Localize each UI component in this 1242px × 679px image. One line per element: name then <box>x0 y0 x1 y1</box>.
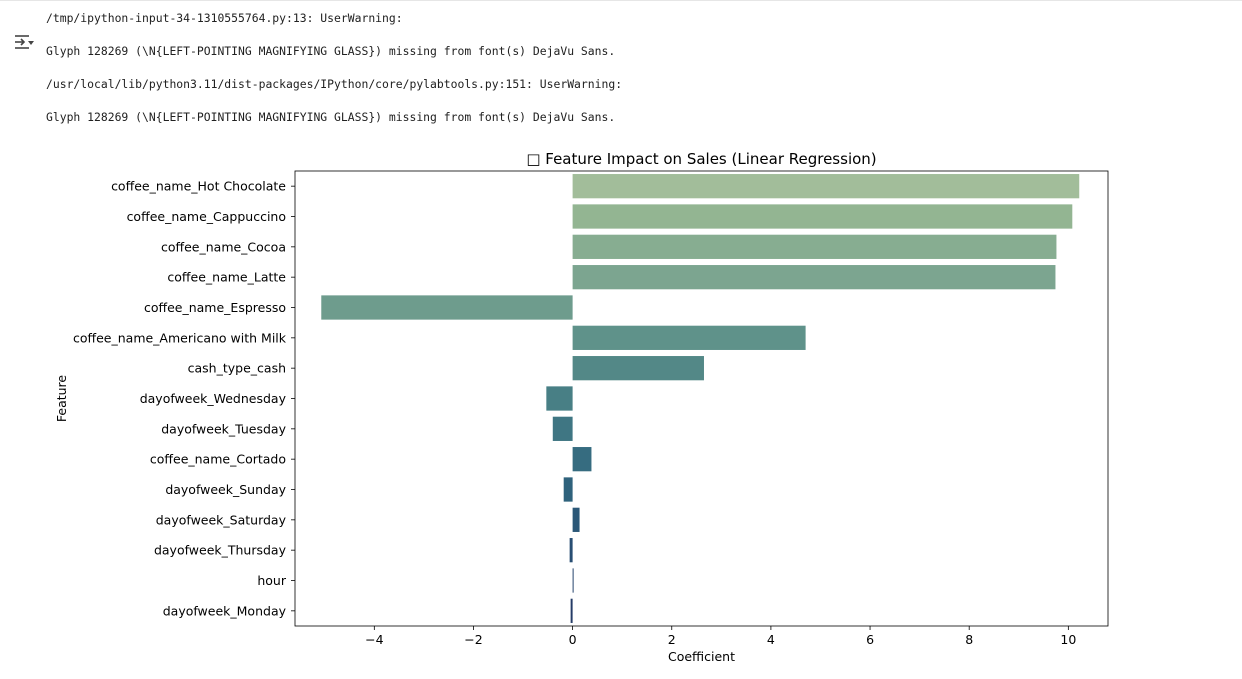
x-tick-label: 0 <box>569 632 577 647</box>
output-menu-icon <box>15 35 34 49</box>
x-tick-label: 2 <box>668 632 676 647</box>
bar <box>569 538 573 563</box>
y-tick-label: hour <box>257 573 286 588</box>
y-tick-label: dayofweek_Monday <box>163 603 287 618</box>
bar <box>572 568 574 593</box>
y-tick-label: coffee_name_Americano with Milk <box>73 330 287 345</box>
output-menu-button[interactable] <box>12 32 36 54</box>
warning-line: Glyph 128269 (\N{LEFT-POINTING MAGNIFYIN… <box>46 44 616 58</box>
y-tick-label: coffee_name_Espresso <box>144 300 286 315</box>
x-tick-label: 4 <box>767 632 775 647</box>
bar <box>570 598 573 623</box>
y-tick-label: coffee_name_Cocoa <box>161 239 286 254</box>
bar <box>572 265 1056 290</box>
stderr-output: /tmp/ipython-input-34-1310555764.py:13: … <box>46 11 622 143</box>
bar <box>572 325 806 350</box>
x-axis-label: Coefficient <box>668 649 735 664</box>
y-axis-label: Feature <box>54 375 69 423</box>
x-tick-label: 6 <box>866 632 874 647</box>
y-tick-label: dayofweek_Saturday <box>156 512 287 527</box>
chart-title: □ Feature Impact on Sales (Linear Regres… <box>526 150 876 168</box>
bar <box>321 295 573 320</box>
x-tick-label: 8 <box>965 632 973 647</box>
bar <box>572 204 1073 229</box>
y-tick-label: coffee_name_Cappuccino <box>127 209 286 224</box>
bar <box>552 416 573 441</box>
x-tick-label: −4 <box>365 632 383 647</box>
bar <box>572 234 1057 259</box>
y-tick-label: coffee_name_Latte <box>167 270 286 285</box>
bar <box>546 386 573 411</box>
y-tick-label: cash_type_cash <box>188 361 286 376</box>
bar <box>563 477 573 502</box>
bar <box>572 356 704 381</box>
y-tick-label: dayofweek_Sunday <box>165 482 286 497</box>
y-tick-label: coffee_name_Hot Chocolate <box>111 179 286 194</box>
y-tick-label: dayofweek_Thursday <box>154 543 287 558</box>
y-tick-label: dayofweek_Wednesday <box>140 391 287 406</box>
y-tick-label: dayofweek_Tuesday <box>161 421 286 436</box>
y-tick-label: coffee_name_Cortado <box>150 452 286 467</box>
bar <box>572 174 1080 199</box>
warning-line: /tmp/ipython-input-34-1310555764.py:13: … <box>46 11 403 25</box>
x-tick-label: 10 <box>1060 632 1076 647</box>
warning-line: /usr/local/lib/python3.11/dist-packages/… <box>46 77 623 91</box>
plot-frame <box>294 170 1109 627</box>
bar <box>572 447 592 472</box>
top-border <box>0 0 1242 1</box>
feature-impact-chart: coffee_name_Hot Chocolate coffee_name_Cap… <box>54 150 1109 664</box>
warning-line: Glyph 128269 (\N{LEFT-POINTING MAGNIFYIN… <box>46 110 616 124</box>
x-tick-label: −2 <box>464 632 482 647</box>
bar <box>572 507 580 532</box>
